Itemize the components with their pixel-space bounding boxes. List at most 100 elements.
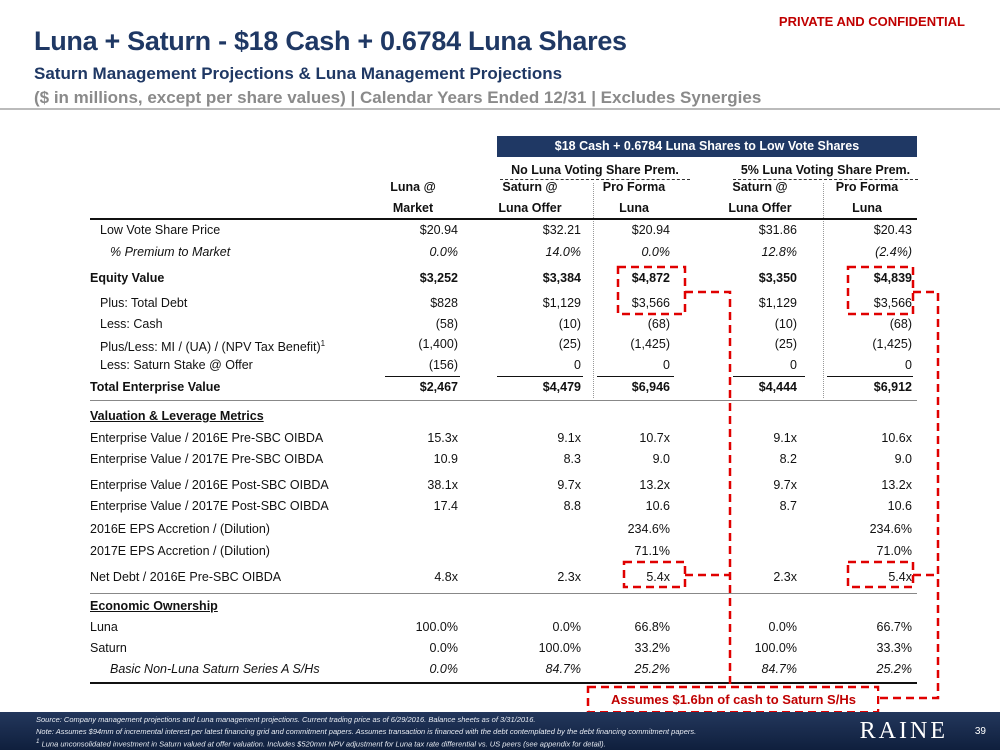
cell-value: $3,566 [631, 296, 670, 310]
cell-value: 100.0% [415, 620, 458, 634]
table-row: Total Enterprise Value $2,467 $4,479 $6,946… [0, 377, 1000, 397]
cell-value: 13.2x [639, 478, 670, 492]
row-label-text: % Premium to Market [110, 245, 231, 259]
cell-value: 9.0 [894, 452, 912, 466]
callout-text: Assumes $1.6bn of cash to Saturn S/Hs [590, 689, 877, 711]
cell-value: 0.0% [641, 245, 671, 259]
cell-value: 10.6 [887, 499, 912, 513]
cell-value: 234.6% [869, 522, 912, 536]
cell-value: 234.6% [627, 522, 670, 536]
cell-value: (156) [428, 358, 458, 372]
column-header: Pro Forma [835, 180, 899, 194]
cell-value: $3,384 [542, 271, 581, 285]
cell-value: 0 [574, 358, 581, 372]
header-rule [90, 218, 917, 220]
cell-value: (2.4%) [875, 245, 912, 259]
column-divider [823, 183, 824, 398]
cell-value: 0 [905, 358, 912, 372]
cell-value: 9.1x [557, 431, 581, 445]
row-label-text: 2017E EPS Accretion / (Dilution) [90, 544, 270, 558]
row-label: Equity Value [90, 268, 164, 288]
cell-value: 9.7x [557, 478, 581, 492]
cell-value: 13.2x [881, 478, 912, 492]
cell-value: 25.2% [634, 662, 670, 676]
table-bottom-rule [90, 682, 917, 684]
cell-value: 15.3x [427, 431, 458, 445]
cell-value: 84.7% [761, 662, 797, 676]
cell-value: 14.0% [545, 245, 581, 259]
cell-value: $4,444 [758, 380, 797, 394]
row-label: 2016E EPS Accretion / (Dilution) [90, 519, 270, 539]
cell-value: 25.2% [876, 662, 912, 676]
row-label: Economic Ownership [90, 596, 218, 616]
cell-value: 9.1x [773, 431, 797, 445]
table-row: % Premium to Market 0.0% 14.0% 0.0% 12.8% (2.… [0, 242, 1000, 262]
row-label: Saturn [90, 638, 127, 658]
cell-value: 5.4x [888, 570, 912, 584]
cell-value: 0.0% [429, 662, 459, 676]
page-title: Luna + Saturn - $18 Cash + 0.6784 Luna S… [34, 26, 627, 56]
subtotal-rule [497, 376, 583, 377]
confidential-label: PRIVATE AND CONFIDENTIAL [778, 14, 965, 29]
cell-value: $2,467 [419, 380, 458, 394]
cell-value: 5.4x [646, 570, 670, 584]
row-label: Less: Cash [100, 314, 163, 334]
cell-value: $828 [430, 296, 458, 310]
cell-value: (10) [774, 317, 797, 331]
row-label: Enterprise Value / 2016E Pre-SBC OIBDA [90, 428, 323, 448]
raine-logo: RAINE [859, 718, 948, 744]
cell-value: 10.7x [639, 431, 670, 445]
table-row: Equity Value $3,252 $3,384 $4,872 $3,350 $4,8… [0, 268, 1000, 288]
subtotal-rule [733, 376, 805, 377]
cell-value: $6,946 [631, 380, 670, 394]
cell-value: (25) [774, 337, 797, 351]
cell-value: $3,252 [419, 271, 458, 285]
cell-value: 10.6x [881, 431, 912, 445]
cell-value: 9.0 [652, 452, 670, 466]
cell-value: 71.0% [876, 544, 912, 558]
cell-value: (1,425) [630, 337, 670, 351]
table-row: Enterprise Value / 2016E Pre-SBC OIBDA 15… [0, 428, 1000, 448]
row-label: Total Enterprise Value [90, 377, 220, 397]
cell-value: 33.3% [876, 641, 912, 655]
row-label-text: Enterprise Value / 2017E Pre-SBC OIBDA [90, 452, 324, 466]
row-label-text: Enterprise Value / 2017E Post-SBC OIBDA [90, 499, 329, 513]
cell-value: 66.7% [876, 620, 912, 634]
cell-value: 0.0% [552, 620, 582, 634]
row-label: Net Debt / 2016E Pre-SBC OIBDA [90, 567, 281, 587]
table-row: Luna 100.0% 0.0% 66.8% 0.0% 66.7% [0, 617, 1000, 637]
row-label: Enterprise Value / 2017E Post-SBC OIBDA [90, 496, 329, 516]
row-label-text: Equity Value [90, 271, 165, 285]
footer-bar: Source: Company management projections a… [0, 712, 1000, 750]
cell-value: 0 [663, 358, 670, 372]
cell-value: 4.8x [434, 570, 458, 584]
row-label: Less: Saturn Stake @ Offer [100, 355, 253, 375]
row-label-text: Luna [90, 620, 118, 634]
cell-value: $4,872 [631, 271, 670, 285]
page-number: 39 [974, 726, 986, 737]
row-label-text: Less: Saturn Stake @ Offer [100, 358, 253, 372]
cell-value: $4,839 [873, 271, 912, 285]
cell-value: 2.3x [557, 570, 581, 584]
cell-value: 84.7% [545, 662, 581, 676]
cell-value: 66.8% [634, 620, 670, 634]
row-label-text: Valuation & Leverage Metrics [90, 409, 264, 423]
column-divider [593, 183, 594, 398]
row-label: Enterprise Value / 2016E Post-SBC OIBDA [90, 475, 329, 495]
cell-value: 9.7x [773, 478, 797, 492]
header-divider [0, 108, 1000, 110]
row-label: Luna [90, 617, 118, 637]
cell-value: $32.21 [542, 223, 581, 237]
cell-value: 8.2 [779, 452, 797, 466]
table-row: Enterprise Value / 2017E Post-SBC OIBDA 1… [0, 496, 1000, 516]
table-row: Economic Ownership [0, 596, 1000, 616]
row-label: 2017E EPS Accretion / (Dilution) [90, 541, 270, 561]
table-row: Net Debt / 2016E Pre-SBC OIBDA 4.8x 2.3x 5.… [0, 567, 1000, 587]
cell-value: 2.3x [773, 570, 797, 584]
table-row: 2016E EPS Accretion / (Dilution) 234.6% 23… [0, 519, 1000, 539]
cell-value: $4,479 [542, 380, 581, 394]
cell-value: (10) [558, 317, 581, 331]
row-label: Enterprise Value / 2017E Pre-SBC OIBDA [90, 449, 323, 469]
table-row: Enterprise Value / 2017E Pre-SBC OIBDA 10… [0, 449, 1000, 469]
cell-value: 8.8 [563, 499, 581, 513]
